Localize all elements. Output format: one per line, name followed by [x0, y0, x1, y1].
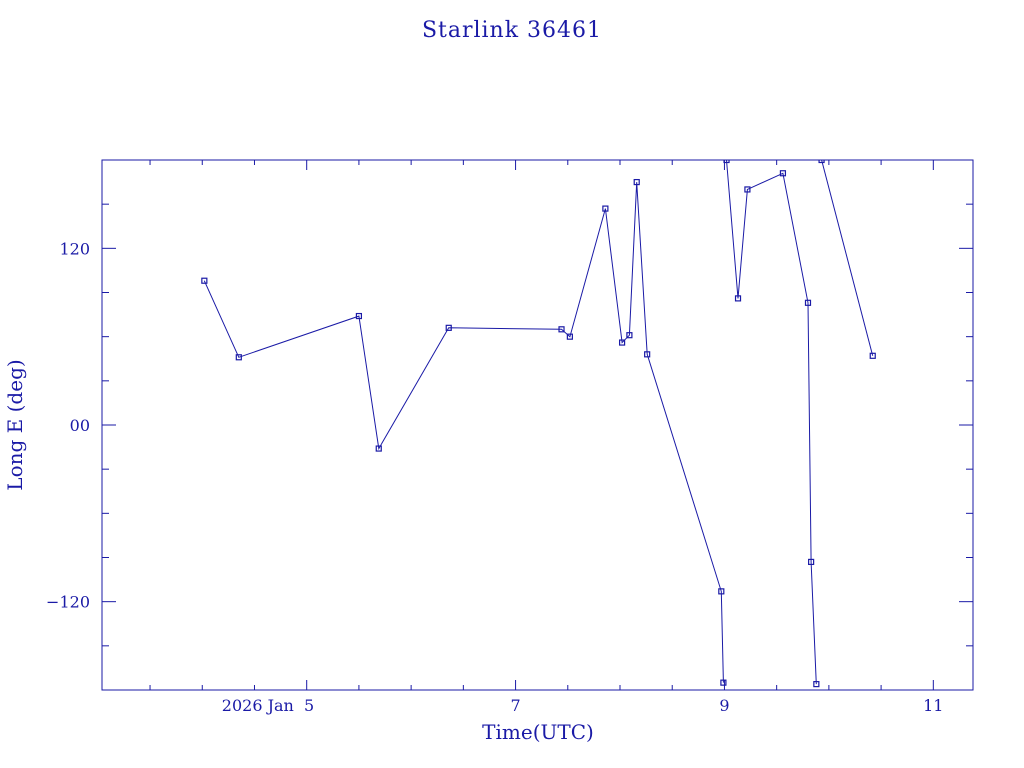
x-tick-label: 9 — [719, 696, 729, 715]
series-lines — [203, 160, 874, 685]
y-tick-label: 00 — [70, 416, 90, 435]
data-point — [235, 354, 242, 361]
data-point — [566, 333, 573, 340]
data-point — [201, 277, 208, 284]
data-point — [720, 679, 727, 686]
data-point — [869, 352, 876, 359]
data-point — [626, 332, 633, 339]
data-point — [734, 295, 742, 302]
data-point — [558, 326, 565, 333]
data-point — [779, 170, 787, 177]
series-line — [726, 160, 817, 685]
data-point — [804, 299, 812, 306]
data-point — [618, 339, 626, 346]
data-point — [744, 186, 751, 193]
chart-title: Starlink 36461 — [422, 18, 602, 43]
data-point — [644, 351, 651, 358]
data-point — [445, 324, 452, 331]
data-point — [633, 178, 640, 186]
x-tick-label: 11 — [923, 696, 943, 715]
series-points — [201, 160, 876, 688]
y-tick-label: 120 — [59, 239, 90, 258]
y-axis-label: Long E (deg) — [3, 359, 27, 490]
plot-area — [101, 159, 974, 691]
series-line — [821, 160, 874, 356]
data-point — [813, 681, 820, 688]
y-tick-label: −120 — [46, 593, 90, 612]
data-point — [723, 160, 730, 164]
data-point — [355, 312, 363, 320]
data-point — [818, 160, 825, 164]
data-point — [808, 558, 815, 566]
x-tick-label: 7 — [510, 696, 520, 715]
data-point — [375, 445, 382, 452]
tick-labels: 7 9 11 120 00 −120 — [46, 239, 943, 715]
data-point — [718, 588, 725, 595]
data-point — [602, 205, 609, 212]
x-date-label: 2026 Jan 5 — [222, 696, 314, 715]
x-axis-label: Time(UTC) — [482, 720, 594, 744]
series-line — [203, 182, 724, 683]
